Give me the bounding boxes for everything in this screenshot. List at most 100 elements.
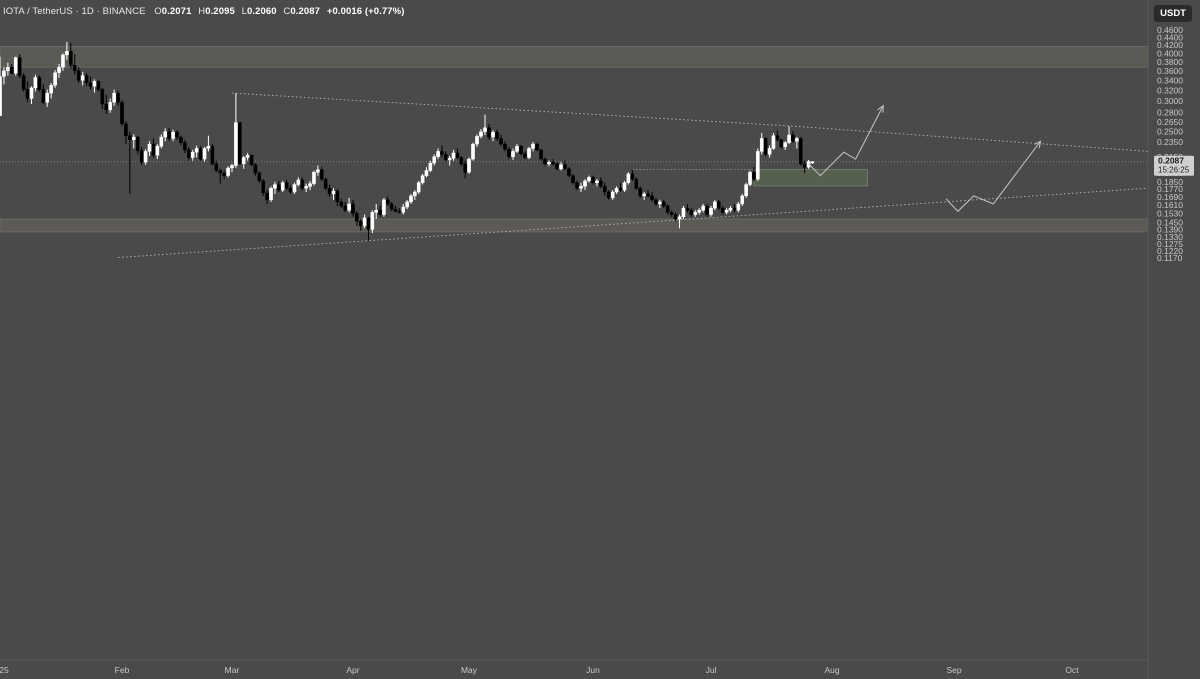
candle[interactable] [547, 160, 551, 167]
candle[interactable] [265, 190, 269, 204]
candle[interactable] [455, 148, 460, 160]
candle[interactable] [147, 141, 152, 156]
candle[interactable] [559, 162, 563, 171]
candle[interactable] [343, 201, 347, 213]
candle[interactable] [128, 131, 132, 194]
candle[interactable] [779, 138, 784, 149]
candle[interactable] [57, 64, 61, 78]
candle[interactable] [579, 182, 583, 193]
candle[interactable] [440, 145, 444, 158]
candle[interactable] [21, 73, 26, 92]
symbol-label[interactable]: IOTA / TetherUS · 1D · BINANCE [3, 6, 146, 17]
candle[interactable] [10, 64, 14, 75]
candle[interactable] [463, 160, 467, 179]
candle[interactable] [511, 148, 515, 160]
candle[interactable] [697, 208, 701, 215]
candle[interactable] [515, 144, 519, 153]
candle[interactable] [669, 210, 674, 217]
candle[interactable] [539, 148, 543, 161]
candle[interactable] [432, 154, 437, 166]
candle[interactable] [53, 69, 57, 88]
candle[interactable] [599, 177, 603, 189]
candle[interactable] [80, 71, 85, 86]
candle[interactable] [614, 186, 619, 194]
candle[interactable] [810, 161, 815, 164]
candle[interactable] [167, 127, 171, 142]
candle[interactable] [335, 189, 340, 207]
candle[interactable] [471, 142, 475, 161]
candle[interactable] [595, 179, 599, 187]
candle[interactable] [355, 211, 359, 226]
candle[interactable] [413, 190, 417, 200]
candle[interactable] [389, 201, 394, 212]
triangle-upper-line[interactable] [231, 92, 1149, 152]
candle[interactable] [523, 151, 527, 160]
candle[interactable] [312, 170, 316, 186]
candle[interactable] [787, 126, 791, 145]
candle[interactable] [630, 169, 635, 181]
candle[interactable] [323, 177, 328, 191]
candle[interactable] [61, 53, 65, 71]
candle[interactable] [658, 199, 662, 209]
candle[interactable] [650, 192, 654, 202]
candle[interactable] [705, 203, 709, 217]
candle[interactable] [280, 180, 285, 193]
candle[interactable] [163, 128, 168, 142]
projected-path-b[interactable] [945, 140, 1042, 213]
candle[interactable] [575, 180, 579, 191]
candle[interactable] [351, 199, 355, 217]
candle[interactable] [190, 149, 195, 161]
candle[interactable] [300, 177, 305, 191]
candle[interactable] [428, 160, 433, 173]
candle[interactable] [159, 134, 164, 149]
candle[interactable] [563, 160, 567, 171]
candle[interactable] [393, 206, 398, 213]
candle[interactable] [507, 146, 511, 160]
candle[interactable] [531, 141, 535, 152]
candle[interactable] [0, 56, 2, 116]
candle[interactable] [96, 80, 101, 92]
candle[interactable] [194, 145, 199, 158]
candle[interactable] [304, 183, 308, 193]
candle[interactable] [386, 195, 390, 207]
candle[interactable] [218, 168, 223, 184]
candle[interactable] [261, 179, 266, 196]
candle[interactable] [646, 190, 650, 198]
candle[interactable] [362, 214, 367, 229]
candle[interactable] [591, 175, 595, 185]
candle[interactable] [308, 180, 312, 191]
candle[interactable] [143, 149, 148, 165]
candle[interactable] [296, 177, 301, 187]
candle[interactable] [108, 98, 112, 113]
candle[interactable] [45, 89, 50, 107]
candle[interactable] [327, 184, 332, 197]
candle[interactable] [226, 166, 230, 178]
candle[interactable] [17, 54, 22, 78]
candle[interactable] [277, 180, 281, 193]
candle[interactable] [783, 141, 787, 150]
candle[interactable] [245, 152, 250, 161]
candle[interactable] [347, 197, 351, 213]
candle[interactable] [319, 167, 324, 181]
candle[interactable] [610, 190, 615, 200]
candle[interactable] [499, 134, 503, 147]
candle[interactable] [13, 56, 18, 76]
candle[interactable] [479, 128, 483, 139]
candle[interactable] [65, 42, 69, 60]
candle[interactable] [732, 203, 737, 213]
candle[interactable] [100, 87, 105, 110]
candle[interactable] [409, 193, 413, 204]
candle[interactable] [791, 130, 795, 143]
candle[interactable] [483, 114, 487, 135]
candle[interactable] [662, 199, 666, 209]
candle[interactable] [551, 159, 555, 166]
candle[interactable] [405, 199, 409, 210]
support-zone[interactable] [0, 218, 1149, 233]
candle[interactable] [459, 155, 464, 167]
candle[interactable] [131, 134, 136, 149]
candle[interactable] [736, 201, 741, 213]
candle[interactable] [186, 146, 191, 161]
candle[interactable] [25, 81, 30, 103]
candle[interactable] [543, 157, 547, 166]
candle[interactable] [587, 175, 591, 183]
